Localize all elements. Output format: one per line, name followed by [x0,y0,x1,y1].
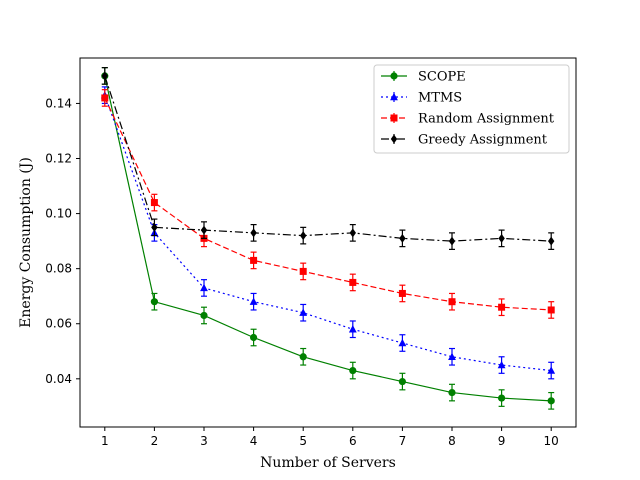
x-tick-label: 7 [399,434,407,448]
data-point [151,222,158,232]
legend-entry-greedy-assignment: Greedy Assignment [381,133,548,148]
data-point [398,338,407,347]
data-point [250,333,258,342]
series-line [104,75,552,242]
data-point [398,377,406,386]
data-point [547,397,555,405]
data-point [299,353,307,361]
data-point [399,233,406,243]
legend-label: Greedy Assignment [418,133,548,148]
data-point [150,298,158,306]
data-point [249,297,258,305]
legend-marker [390,72,398,80]
data-point [200,225,208,235]
data-point [300,231,307,241]
y-tick-label: 0.06 [45,317,72,331]
data-point [547,366,556,374]
data-point [548,236,555,246]
plot-frame [79,57,577,428]
y-tick-label: 0.08 [45,262,72,276]
x-tick-label: 10 [544,434,559,448]
series-line [104,97,552,311]
legend-marker [390,134,398,144]
y-tick-label: 0.04 [45,372,72,386]
x-tick-label: 8 [448,434,456,448]
data-point [101,94,109,102]
data-point [200,311,208,320]
axes-layer: 1 2 3 4 5 6 7 8 9 10 0.04 0.06 0.08 0.10 0.12 0.14 [45,57,577,448]
legend-marker [390,92,398,101]
data-point [250,256,258,264]
legend: SCOPE MTMS Random Assignment Greedy Assignm… [373,64,570,154]
legend-entry-mtms: MTMS [381,91,462,106]
x-tick-label: 9 [498,434,506,448]
series-greedy-assignment [101,67,555,250]
data-point [448,388,456,397]
x-tick-label: 3 [200,434,208,448]
y-tick-label: 0.12 [45,152,72,166]
x-axis-label: Number of Servers [260,455,396,471]
x-tick-label: 6 [349,434,357,448]
legend-label: SCOPE [418,70,466,85]
data-point [101,71,108,81]
legend-label: Random Assignment [418,112,555,127]
data-point [250,228,257,238]
data-point [498,394,506,402]
y-axis-label: Energy Consumption (J) [18,157,34,328]
data-point [448,298,456,306]
data-point [299,267,307,275]
data-point [349,278,357,286]
y-tick-label: 0.10 [45,207,72,221]
data-point [547,306,555,314]
series-line [104,75,552,402]
data-point [398,289,406,297]
x-tick-label: 2 [151,434,159,448]
legend-box [373,64,570,154]
data-point [448,352,456,360]
legend-label: MTMS [418,91,462,106]
legend-entry-random-assignment: Random Assignment [381,112,555,127]
data-point [498,233,505,243]
data-point [498,303,506,311]
data-point [200,283,208,292]
data-point [349,366,357,375]
data-point [348,325,357,333]
series-layer [100,67,556,410]
x-tick-label: 5 [299,434,307,448]
y-tick-label: 0.14 [45,96,72,110]
x-tick-label: 4 [250,434,258,448]
data-point [150,199,158,207]
legend-entry-scope: SCOPE [381,70,466,85]
data-point [497,360,506,369]
legend-marker [390,114,398,122]
x-tick-label: 1 [101,434,109,448]
data-point [448,236,456,246]
data-point [349,228,356,238]
data-point [299,308,308,316]
